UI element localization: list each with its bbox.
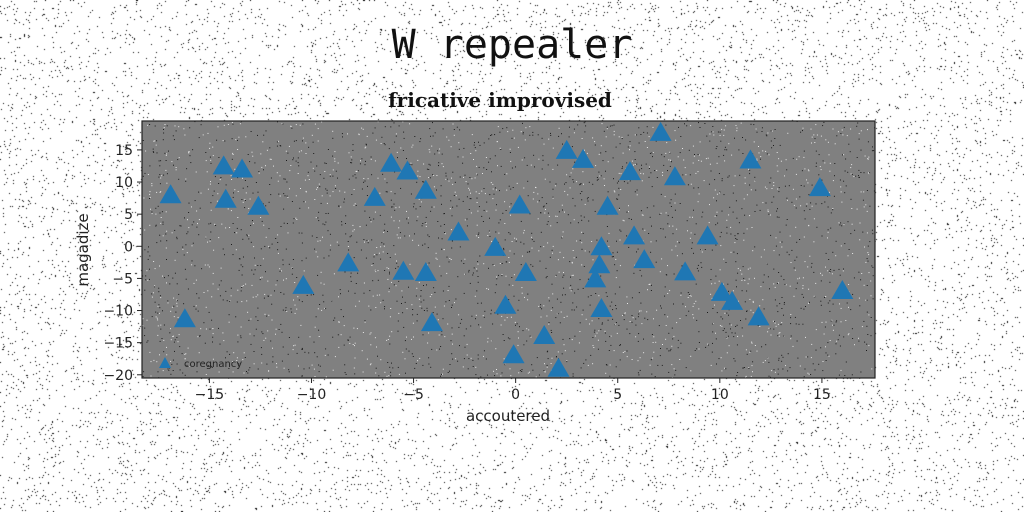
data-point bbox=[710, 281, 733, 301]
data-point bbox=[396, 160, 419, 180]
data-point bbox=[447, 221, 470, 241]
y-tick-label: −15 bbox=[103, 336, 133, 352]
data-point bbox=[420, 312, 443, 332]
data-point bbox=[721, 290, 744, 310]
figure-suptitle: W repealer bbox=[391, 22, 633, 68]
data-point bbox=[808, 177, 831, 197]
x-axis-label: accoutered bbox=[466, 407, 550, 425]
legend-label: coregnancy bbox=[184, 359, 242, 370]
x-tick-label: 10 bbox=[711, 387, 729, 403]
y-tick-label: −10 bbox=[103, 304, 133, 320]
data-point bbox=[159, 184, 182, 204]
data-point bbox=[674, 261, 697, 281]
data-point bbox=[292, 274, 315, 294]
data-point bbox=[363, 186, 386, 206]
y-axis-label: magadize bbox=[74, 213, 92, 286]
y-tick-label: 10 bbox=[115, 175, 133, 191]
legend: coregnancy bbox=[159, 357, 242, 370]
data-point bbox=[247, 195, 270, 215]
data-point bbox=[414, 261, 437, 281]
data-point bbox=[663, 166, 686, 186]
data-point bbox=[392, 260, 415, 280]
data-point bbox=[596, 195, 619, 215]
plot-area bbox=[142, 121, 875, 378]
data-point bbox=[739, 149, 762, 169]
data-point bbox=[514, 261, 537, 281]
y-tick-label: −20 bbox=[103, 368, 133, 384]
data-point bbox=[414, 179, 437, 199]
x-tick-label: −15 bbox=[195, 387, 225, 403]
data-point bbox=[502, 344, 525, 364]
data-point bbox=[212, 155, 235, 175]
data-point bbox=[696, 225, 719, 245]
chart-title: fricative improvised bbox=[388, 88, 612, 112]
data-point bbox=[555, 139, 578, 159]
data-point bbox=[494, 294, 517, 314]
data-point bbox=[214, 188, 237, 208]
data-point bbox=[584, 268, 607, 288]
data-point bbox=[231, 158, 254, 178]
data-point bbox=[173, 308, 196, 328]
data-point bbox=[588, 254, 611, 274]
x-tick-label: −10 bbox=[297, 387, 327, 403]
legend-marker bbox=[159, 357, 171, 368]
x-tick-label: 15 bbox=[813, 387, 831, 403]
data-point bbox=[484, 236, 507, 256]
x-tick-label: −5 bbox=[403, 387, 424, 403]
data-point bbox=[623, 225, 646, 245]
data-point bbox=[590, 297, 613, 317]
data-point bbox=[649, 121, 672, 141]
data-points bbox=[159, 121, 854, 377]
data-point bbox=[508, 194, 531, 214]
y-tick-label: 0 bbox=[124, 239, 133, 255]
x-tick-label: 5 bbox=[613, 387, 622, 403]
data-point bbox=[831, 279, 854, 299]
y-axis-ticks: −20 −15 −10 −5 0 5 10 15 bbox=[103, 143, 142, 384]
data-point bbox=[337, 252, 360, 272]
y-tick-label: −5 bbox=[112, 271, 133, 287]
data-point bbox=[547, 357, 570, 377]
data-point bbox=[380, 152, 403, 172]
data-point bbox=[572, 148, 595, 168]
data-point bbox=[590, 236, 613, 256]
data-point bbox=[618, 161, 641, 181]
y-tick-label: 5 bbox=[124, 207, 133, 223]
data-point bbox=[633, 249, 656, 269]
x-axis-ticks: −15 −10 −5 0 5 10 15 bbox=[195, 378, 831, 403]
y-tick-label: 15 bbox=[115, 143, 133, 159]
data-point bbox=[533, 324, 556, 344]
plot-frame bbox=[141, 120, 876, 379]
x-tick-label: 0 bbox=[511, 387, 520, 403]
data-point bbox=[747, 306, 770, 326]
